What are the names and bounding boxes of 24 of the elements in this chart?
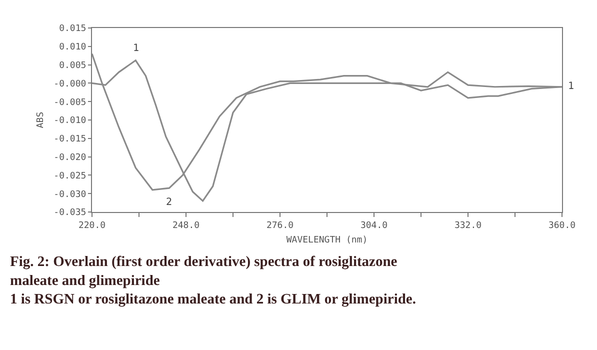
x-tick-label: 332.0: [454, 220, 482, 231]
annotation: 2: [166, 197, 172, 208]
y-tick-label: -0.020: [54, 152, 86, 163]
x-tick-label: 276.0: [266, 220, 294, 231]
y-tick-label: -0.005: [54, 98, 86, 108]
x-axis-title: WAVELENGTH (nm): [286, 236, 368, 246]
x-tick-label: 220.0: [78, 220, 106, 231]
y-tick-label: -0.015: [54, 134, 86, 145]
y-tick-label: 0.005: [59, 60, 86, 71]
y-tick-label: -0.035: [54, 208, 86, 218]
x-tick-label: 248.0: [172, 220, 200, 231]
text: 1 is RSGN or rosiglitazone maleate and 2 is GLIM or glimepiride.: [10, 292, 416, 308]
y-tick-label: -0.030: [54, 190, 86, 200]
annotation: 1: [133, 43, 140, 54]
caption: Fig. 2: Overlain (first order derivative) spectra of rosiglitazone maleate and glimepiride: [10, 254, 398, 289]
y-tick-label: -0.025: [54, 171, 86, 182]
y-axis-title: ABS: [36, 112, 46, 128]
annotation: 1: [568, 81, 574, 92]
x-tick-label: 304.0: [360, 220, 388, 231]
y-tick-label: 0.015: [59, 24, 86, 34]
y-tick-label: -0.010: [54, 116, 86, 126]
y-tick-label: -0.000: [54, 79, 86, 90]
y-tick-label: 0.010: [59, 42, 86, 53]
x-tick-label: 360.0: [548, 220, 576, 231]
